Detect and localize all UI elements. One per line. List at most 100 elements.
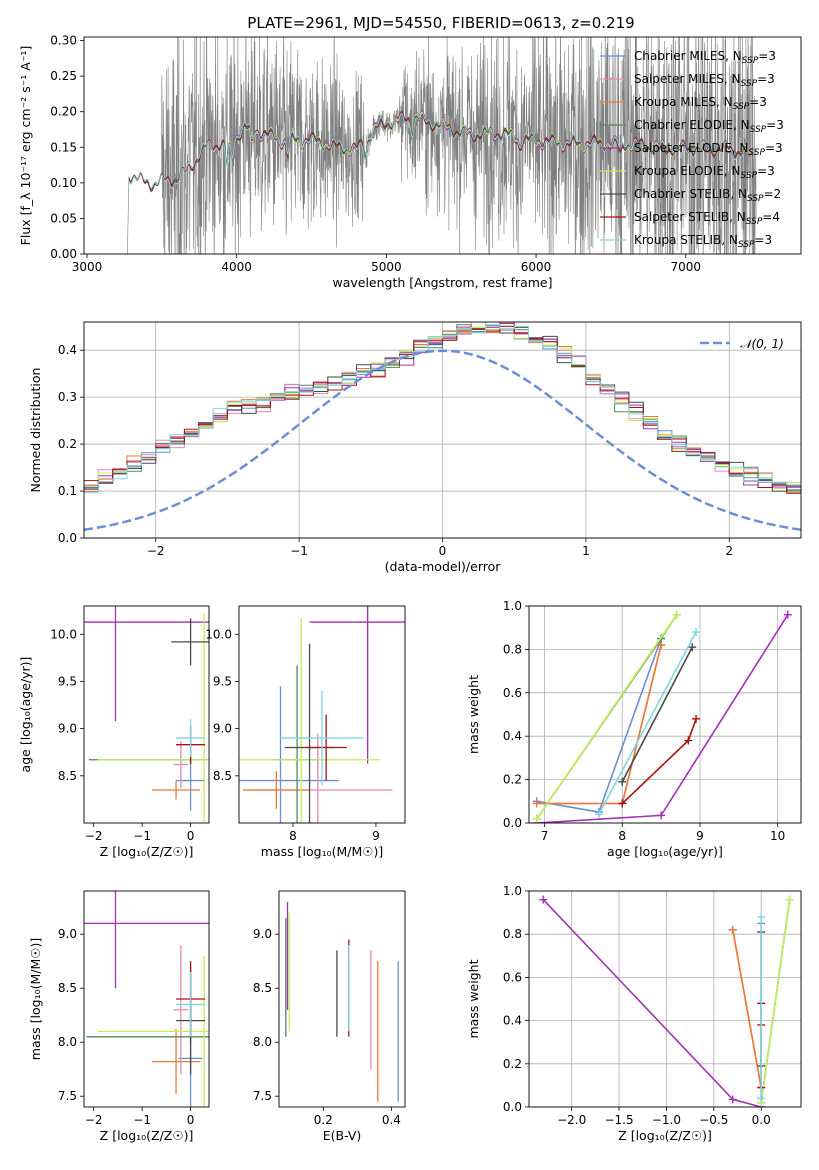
- x-tick-label: −1.5: [604, 1113, 633, 1127]
- data-spectrum: [116, 37, 757, 254]
- legend-name: Chabrier ELODIE, N: [634, 118, 750, 132]
- y-tick-label: 0.0: [503, 816, 522, 830]
- weight-marker: [692, 628, 701, 637]
- y-tick-label: 0.15: [50, 140, 77, 154]
- legend-count: =3: [754, 233, 772, 247]
- legend-name: Kroupa ELODIE, N: [634, 164, 741, 178]
- legend-name: Salpeter MILES, N: [634, 72, 741, 86]
- weight-marker: [672, 610, 681, 619]
- legend-name: Kroupa STELIB, N: [634, 233, 738, 247]
- y-tick-label: 0.1: [58, 484, 77, 498]
- x-tick-label: −2: [85, 829, 103, 843]
- y-tick-label: 0.0: [58, 531, 77, 545]
- x-tick-label: 0: [187, 1113, 195, 1127]
- y-tick-label: 0.2: [503, 773, 522, 787]
- x-tick-label: 8: [618, 829, 626, 843]
- weight-marker: [532, 799, 541, 808]
- x-tick-label: −1: [290, 544, 308, 558]
- x-axis-label: (data-model)/error: [385, 559, 502, 574]
- weight-marker: [532, 814, 541, 823]
- y-tick-label: 8.5: [58, 981, 77, 995]
- legend-subscript: SSP: [748, 148, 765, 158]
- legend-name: Chabrier STELIB, N: [634, 187, 747, 201]
- legend-subscript: SSP: [741, 171, 758, 181]
- x-axis-label: Z [log₁₀(Z/Z☉)]: [618, 1128, 712, 1143]
- y-axis-label: Flux [f_λ 10⁻¹⁷ erg cm⁻² s⁻¹ A⁻¹]: [18, 46, 33, 246]
- weight-marker: [757, 912, 766, 921]
- axes-frame: [83, 36, 802, 255]
- axes-frame: [278, 890, 406, 1108]
- legend-subscript: SSP: [733, 102, 750, 112]
- x-axis-label: wavelength [Angstrom, rest frame]: [332, 275, 552, 290]
- weight-marker: [618, 777, 627, 786]
- x-tick-label: 6000: [521, 260, 552, 274]
- y-tick-label: 8.5: [213, 769, 232, 783]
- errorbar-plot: [84, 891, 209, 1107]
- x-tick-label: 5000: [371, 260, 402, 274]
- x-tick-label: 4000: [221, 260, 252, 274]
- x-axis-label: Z [log₁₀(Z/Z☉)]: [100, 1128, 194, 1143]
- histogram-kroupa-miles: [84, 322, 801, 493]
- y-tick-label: 10.0: [205, 627, 232, 641]
- legend-entry: Kroupa STELIB, NSSP=3: [634, 233, 772, 250]
- y-tick-label: 0.25: [50, 69, 77, 83]
- y-tick-label: 9.0: [213, 722, 232, 736]
- y-tick-label: 0.20: [50, 105, 77, 119]
- legend-entry: Salpeter MILES, NSSP=3: [634, 72, 775, 89]
- legend-entry: Chabrier ELODIE, NSSP=3: [634, 118, 784, 135]
- normal-curve: [84, 349, 801, 532]
- legend-count: =2: [764, 187, 782, 201]
- weight-marker: [692, 714, 701, 723]
- x-tick-label: 0.2: [314, 1113, 333, 1127]
- legend-subscript: SSP: [746, 217, 763, 227]
- y-tick-label: 9.0: [58, 722, 77, 736]
- x-tick-label: 3000: [72, 260, 103, 274]
- model-spectrum-kroupa-stelib: [128, 112, 754, 190]
- y-tick-label: 0.00: [50, 247, 77, 261]
- y-tick-label: 9.5: [58, 674, 77, 688]
- legend-count: =3: [765, 141, 783, 155]
- x-tick-label: 2: [725, 544, 733, 558]
- legend-count: =3: [758, 49, 776, 63]
- x-tick-label: 0.4: [382, 1113, 401, 1127]
- weight-line: [598, 631, 697, 815]
- weight-marker: [728, 1095, 737, 1104]
- y-tick-label: 0.4: [503, 729, 522, 743]
- axes-frame: [238, 605, 406, 824]
- legend-subscript: SSP: [742, 56, 759, 66]
- legend-count: =3: [766, 118, 784, 132]
- y-tick-label: 7.5: [58, 1089, 77, 1103]
- axes-frame: [83, 890, 210, 1108]
- weight-line: [732, 929, 762, 1088]
- y-axis-label: age [log₁₀(age/yr)]: [18, 657, 33, 773]
- y-axis-label: mass [log₁₀(M/M☉)]: [28, 938, 43, 1060]
- legend-count: =3: [757, 72, 775, 86]
- weight-line: [621, 646, 693, 783]
- legend-name: Salpeter ELODIE, N: [634, 141, 748, 155]
- weight-marker: [728, 925, 737, 934]
- y-tick-label: 8.5: [58, 769, 77, 783]
- weight-marker: [783, 610, 792, 619]
- y-tick-label: 0.4: [503, 1014, 522, 1028]
- axes-frame: [83, 321, 802, 539]
- y-tick-label: 8.0: [253, 1035, 272, 1049]
- y-tick-label: 0.10: [50, 176, 77, 190]
- x-tick-label: −1: [133, 1113, 151, 1127]
- legend-count: =4: [762, 210, 780, 224]
- y-tick-label: 0.4: [58, 343, 77, 357]
- y-tick-label: 0.0: [503, 1100, 522, 1114]
- x-tick-label: −0.5: [699, 1113, 728, 1127]
- histogram-plot: [84, 322, 801, 532]
- weight-marker: [688, 643, 697, 652]
- x-tick-label: −2: [147, 544, 165, 558]
- mass-weight-plot: [532, 610, 792, 823]
- y-tick-label: 0.30: [50, 34, 77, 48]
- legend-subscript: SSP: [741, 79, 758, 89]
- x-tick-label: 10: [770, 829, 785, 843]
- x-tick-label: 7000: [670, 260, 701, 274]
- y-tick-label: 0.2: [503, 1057, 522, 1071]
- legend-count: =3: [749, 95, 767, 109]
- errorbar-plot: [285, 901, 399, 1102]
- y-tick-label: 1.0: [503, 599, 522, 613]
- legend-entry: Salpeter ELODIE, NSSP=3: [634, 141, 783, 158]
